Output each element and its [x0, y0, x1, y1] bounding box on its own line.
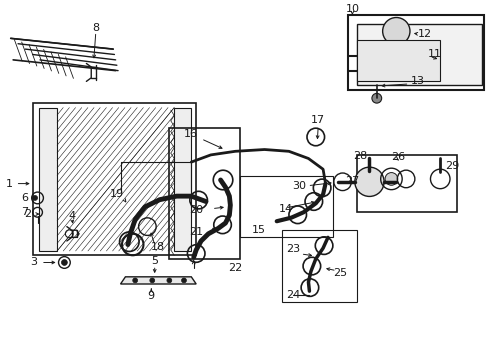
Text: 25: 25	[334, 267, 348, 278]
Text: 18: 18	[151, 242, 166, 252]
Text: 27: 27	[345, 176, 360, 186]
Bar	[357, 40, 440, 81]
Bar	[174, 108, 191, 251]
Circle shape	[167, 278, 172, 283]
Text: 8: 8	[93, 23, 99, 33]
Text: 7: 7	[21, 207, 28, 217]
Text: 14: 14	[279, 204, 294, 215]
Circle shape	[383, 18, 410, 45]
Polygon shape	[121, 277, 196, 284]
Text: 17: 17	[311, 115, 325, 125]
Text: 29: 29	[445, 161, 459, 171]
Circle shape	[33, 195, 38, 201]
Text: 10: 10	[345, 4, 359, 14]
Text: 26: 26	[392, 152, 406, 162]
Text: 1: 1	[6, 179, 13, 189]
Text: 19: 19	[110, 189, 124, 199]
Text: 6: 6	[21, 193, 28, 203]
Circle shape	[133, 278, 138, 283]
Text: 3: 3	[31, 257, 38, 267]
Text: 21: 21	[190, 227, 203, 237]
Bar	[240, 176, 333, 237]
Circle shape	[372, 93, 382, 103]
Bar	[39, 108, 57, 251]
Text: 30: 30	[292, 181, 306, 192]
Text: 4: 4	[68, 211, 75, 221]
Circle shape	[45, 212, 50, 216]
Text: 15: 15	[252, 225, 266, 235]
Circle shape	[385, 172, 398, 185]
Text: 13: 13	[411, 76, 425, 86]
Text: 16: 16	[184, 130, 198, 139]
Circle shape	[355, 167, 384, 197]
Text: 5: 5	[151, 256, 158, 266]
Bar	[170, 128, 240, 259]
Text: 11: 11	[428, 49, 442, 59]
Text: 12: 12	[418, 29, 432, 39]
Text: 9: 9	[147, 291, 155, 301]
Circle shape	[61, 260, 67, 265]
Text: 24: 24	[286, 290, 300, 300]
Text: 20: 20	[190, 205, 203, 215]
Text: 2: 2	[24, 209, 31, 219]
Circle shape	[182, 278, 186, 283]
Text: 22: 22	[228, 263, 243, 273]
Text: 28: 28	[354, 150, 368, 161]
Bar	[347, 15, 484, 90]
Bar	[282, 230, 357, 302]
Text: 23: 23	[286, 244, 300, 254]
Bar	[33, 103, 196, 255]
Bar	[357, 155, 457, 212]
Circle shape	[150, 278, 155, 283]
Bar	[357, 24, 482, 85]
